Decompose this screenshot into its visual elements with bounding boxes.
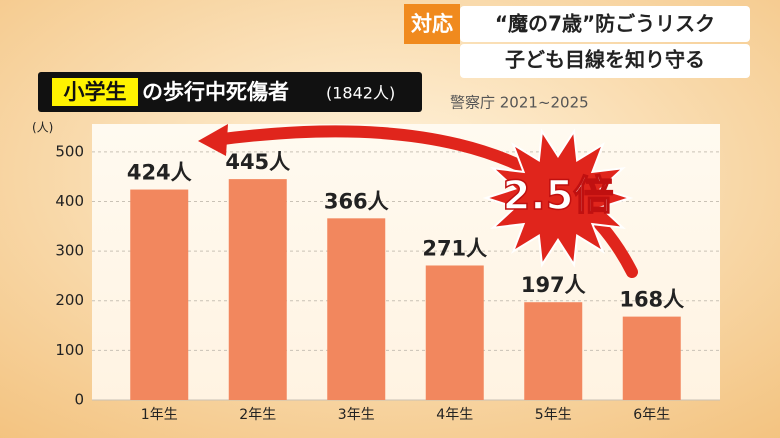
x-tick-label: 2年生 xyxy=(239,407,276,423)
value-label: 271人 xyxy=(422,236,487,260)
x-tick-label: 3年生 xyxy=(338,407,375,423)
value-label: 424人 xyxy=(127,161,192,185)
banner-line2-box xyxy=(460,44,750,78)
banner-line1: “魔の7歳”防ごうリスク xyxy=(495,12,715,36)
value-label: 366人 xyxy=(324,189,389,213)
banner-line2: 子ども目線を知り守る xyxy=(505,48,705,72)
value-label: 445人 xyxy=(225,150,290,174)
x-tick-label: 6年生 xyxy=(633,407,670,423)
y-tick-label: 200 xyxy=(55,291,84,309)
chart-title: の歩行中死傷者 xyxy=(142,80,289,104)
y-tick-label: 500 xyxy=(55,142,84,160)
banner-tag-box xyxy=(404,4,460,44)
value-label: 168人 xyxy=(619,288,684,312)
bar xyxy=(425,265,484,400)
x-tick-label: 5年生 xyxy=(535,407,572,423)
annotation: 2.5倍 xyxy=(503,173,614,219)
y-tick-label: 100 xyxy=(55,341,84,359)
bar xyxy=(130,189,189,400)
x-tick-label: 1年生 xyxy=(141,407,178,423)
starburst xyxy=(482,128,634,268)
source: 警察庁 2021~2025 xyxy=(450,94,589,112)
bar xyxy=(622,316,681,400)
banner-tag: 対応 xyxy=(411,12,453,36)
arrow-head xyxy=(198,124,228,156)
title-highlight-box xyxy=(52,78,138,106)
marks: 0 100 200 300 400 500 1年生 424人 2年生 445人 3年生 366人 4年生… xyxy=(55,142,720,423)
x-tick-label: 4年生 xyxy=(436,407,473,423)
y-tick-label: 300 xyxy=(55,242,84,260)
bar xyxy=(228,179,287,400)
title-highlight: 小学生 xyxy=(64,80,127,104)
value-label: 197人 xyxy=(521,273,586,297)
banner-line1-box xyxy=(460,6,750,42)
y-tick-label: 0 xyxy=(74,391,84,409)
y-tick-label: 400 xyxy=(55,192,84,210)
y-unit: (人) xyxy=(32,121,53,135)
bar xyxy=(524,302,583,400)
bar xyxy=(327,218,386,400)
chart-subtitle: (1842人) xyxy=(326,84,395,103)
